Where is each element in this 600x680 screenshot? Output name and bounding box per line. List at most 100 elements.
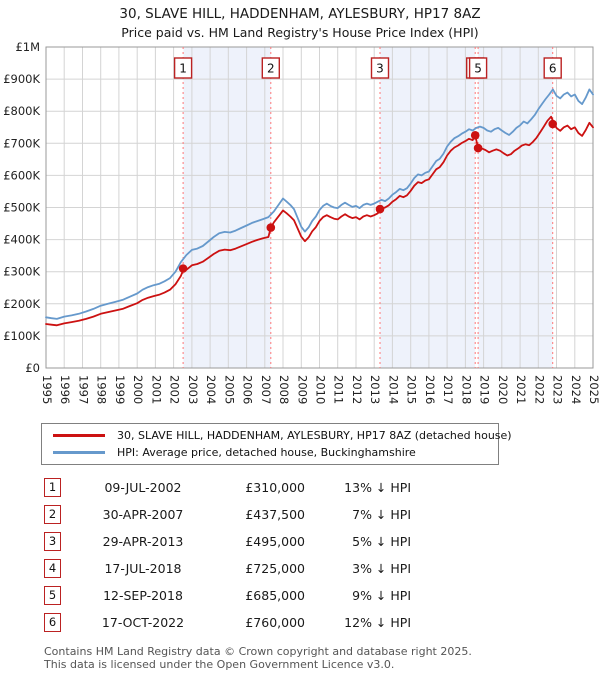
chart-marker-box xyxy=(468,57,488,80)
table-row: 3 29-APR-2013 £495,000 5% ↓ HPI xyxy=(44,528,600,555)
chart-marker-label: 2 xyxy=(267,62,275,76)
x-tick-label: 2022 xyxy=(532,375,546,404)
row-price: £760,000 xyxy=(245,615,305,631)
row-hpi-diff: 9% ↓ HPI xyxy=(352,588,411,604)
x-tick-label: 2013 xyxy=(368,375,382,404)
x-tick-label: 2024 xyxy=(569,375,583,404)
chart-marker-box xyxy=(173,57,193,80)
x-tick-label: 2018 xyxy=(459,375,473,404)
y-tick-label: £100K xyxy=(3,329,40,343)
y-tick-label: £200K xyxy=(3,297,40,311)
x-tick-label: 2017 xyxy=(441,375,455,404)
x-tick-label: 1997 xyxy=(77,375,91,404)
row-hpi-diff: 5% ↓ HPI xyxy=(352,534,411,550)
row-marker: 4 xyxy=(44,559,61,579)
hpi-line xyxy=(45,88,594,321)
x-tick-label: 2011 xyxy=(332,375,346,404)
chart-marker-box xyxy=(543,57,562,80)
x-tick-label: 2007 xyxy=(259,375,273,404)
legend-row-property: 30, SLAVE HILL, HADDENHAM, AYLESBURY, HP… xyxy=(47,427,512,444)
row-hpi-diff: 12% ↓ HPI xyxy=(344,615,411,631)
price-chart: £0 £100K £200K £300K £400K £500K £600K £700K £80… xyxy=(3,41,600,404)
x-tick-label: 2005 xyxy=(222,375,236,404)
y-tick-label: £500K xyxy=(3,201,40,215)
x-tick-label: 2010 xyxy=(314,375,328,404)
footer: Contains HM Land Registry data © Crown c… xyxy=(44,645,600,672)
x-tick-label: 2004 xyxy=(204,375,218,404)
chart-marker-box xyxy=(261,57,280,80)
x-tick-label: 2019 xyxy=(478,375,492,404)
x-tick-label: 2001 xyxy=(149,375,163,404)
y-tick-label: £700K xyxy=(3,137,40,151)
row-price: £310,000 xyxy=(245,480,305,496)
row-hpi-diff: 3% ↓ HPI xyxy=(352,561,411,577)
x-tick-label: 2025 xyxy=(587,375,600,404)
table-row: 1 09-JUL-2002 £310,000 13% ↓ HPI xyxy=(44,474,600,501)
footer-line1: Contains HM Land Registry data © Crown c… xyxy=(44,645,472,659)
x-tick-label: 2014 xyxy=(386,375,400,404)
sale-dot xyxy=(178,264,188,274)
row-hpi-diff: 7% ↓ HPI xyxy=(352,507,411,523)
sale-dot xyxy=(470,131,480,140)
legend-swatch-price-line xyxy=(53,434,105,438)
sale-dot xyxy=(473,144,483,153)
row-marker: 3 xyxy=(44,532,61,552)
x-tick-label: 2006 xyxy=(241,375,255,404)
table-row: 5 12-SEP-2018 £685,000 9% ↓ HPI xyxy=(44,582,600,609)
x-tick-label: 1999 xyxy=(113,375,127,404)
table-row: 4 17-JUL-2018 £725,000 3% ↓ HPI xyxy=(44,555,600,582)
table-row: 2 30-APR-2007 £437,500 7% ↓ HPI xyxy=(44,501,600,528)
row-price: £725,000 xyxy=(245,561,305,577)
y-tick-label: £0 xyxy=(25,361,40,375)
y-tick-label: £400K xyxy=(3,233,40,247)
x-tick-label: 2023 xyxy=(551,375,565,404)
x-tick-label: 2003 xyxy=(186,375,200,404)
row-marker: 1 xyxy=(44,478,61,498)
row-date: 17-JUL-2018 xyxy=(104,561,182,577)
row-date: 17-OCT-2022 xyxy=(101,615,185,631)
row-date: 09-JUL-2002 xyxy=(104,480,182,496)
chart-legend: 30, SLAVE HILL, HADDENHAM, AYLESBURY, HP… xyxy=(41,423,512,466)
chart-marker-label: 1 xyxy=(179,62,187,76)
legend-label-hpi: HPI: Average price, detached house, Buck… xyxy=(117,446,416,460)
row-price: £685,000 xyxy=(245,588,305,604)
y-tick-label: £300K xyxy=(3,265,40,279)
row-marker: 6 xyxy=(44,613,61,633)
footer-line2: This data is licensed under the Open Gov… xyxy=(44,658,395,672)
table-row: 6 17-OCT-2022 £760,000 12% ↓ HPI xyxy=(44,609,600,636)
x-tick-label: 2008 xyxy=(277,375,291,404)
y-tick-label: £1M xyxy=(15,41,40,54)
y-tick-label: £900K xyxy=(3,72,40,86)
sale-dot xyxy=(375,205,385,214)
x-tick-label: 2020 xyxy=(496,375,510,404)
x-tick-label: 2009 xyxy=(295,375,309,404)
row-date: 30-APR-2007 xyxy=(102,507,184,523)
x-tick-label: 2021 xyxy=(514,375,528,404)
sale-dot xyxy=(266,223,276,233)
row-marker: 2 xyxy=(44,505,61,525)
row-date: 12-SEP-2018 xyxy=(103,588,183,604)
chart-header: 30, SLAVE HILL, HADDENHAM, AYLESBURY, HP… xyxy=(0,0,600,41)
row-price: £437,500 xyxy=(245,507,305,523)
row-price: £495,000 xyxy=(245,534,305,550)
chart-marker-label: 3 xyxy=(376,62,384,76)
x-tick-label: 2002 xyxy=(168,375,182,404)
page-title: 30, SLAVE HILL, HADDENHAM, AYLESBURY, HP… xyxy=(119,6,481,22)
sale-dot xyxy=(548,120,557,129)
row-marker: 5 xyxy=(44,586,61,606)
row-hpi-diff: 13% ↓ HPI xyxy=(344,480,411,496)
price-line xyxy=(45,116,594,327)
x-tick-label: 2000 xyxy=(131,375,145,404)
plot-border xyxy=(45,46,594,369)
transactions-table: 1 09-JUL-2002 £310,000 13% ↓ HPI 2 30-APR-200… xyxy=(44,474,600,636)
x-tick-label: 1995 xyxy=(40,375,54,404)
legend-row-hpi: HPI: Average price, detached house, Buck… xyxy=(47,444,493,461)
chart-marker-label: 5 xyxy=(474,62,482,76)
chart-marker-box xyxy=(370,57,390,80)
legend-label-property: 30, SLAVE HILL, HADDENHAM, AYLESBURY, HP… xyxy=(117,429,512,443)
x-tick-label: 1996 xyxy=(58,375,72,404)
x-tick-label: 1998 xyxy=(95,375,109,404)
row-date: 29-APR-2013 xyxy=(102,534,184,550)
x-tick-label: 2016 xyxy=(423,375,437,404)
chart-marker-label: 6 xyxy=(549,62,557,76)
